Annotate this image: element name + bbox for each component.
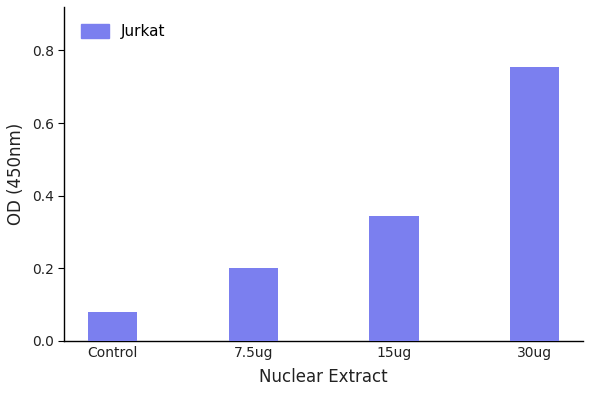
- Bar: [88, 312, 137, 341]
- Y-axis label: OD (450nm): OD (450nm): [7, 123, 25, 225]
- Legend: Jurkat: Jurkat: [72, 15, 175, 48]
- Bar: [229, 268, 278, 341]
- Bar: [510, 67, 559, 341]
- Bar: [369, 216, 419, 341]
- X-axis label: Nuclear Extract: Nuclear Extract: [260, 368, 388, 386]
